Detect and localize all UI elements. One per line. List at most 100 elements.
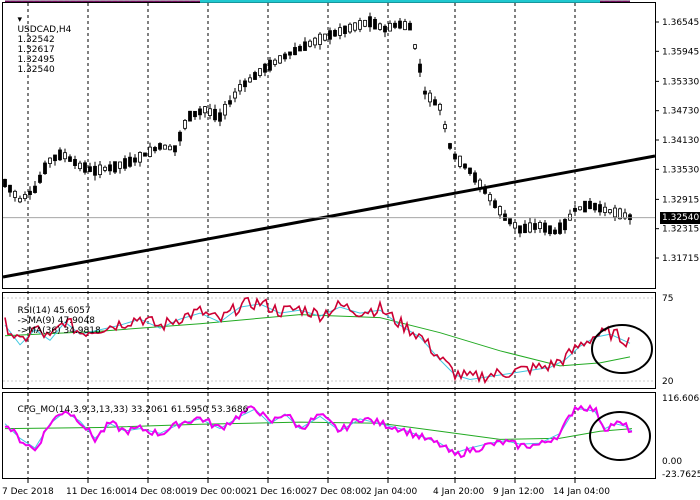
candle-body [513, 222, 517, 229]
rsi-layer [3, 296, 655, 385]
candle-body [298, 45, 302, 52]
candle-body [398, 20, 402, 29]
rsi-pane-frame [2, 292, 656, 389]
ohlc-high: 1.32617 [17, 45, 55, 55]
candle-body [128, 156, 132, 167]
candle-body [468, 167, 472, 174]
candle-body [83, 162, 87, 173]
candle-body [33, 185, 37, 193]
candle-body [28, 190, 32, 195]
candle-body [68, 156, 72, 162]
rsi-label: RSI(14) 45.6057 [17, 306, 91, 316]
candle-body [308, 40, 312, 47]
cfg-highlight-circle [589, 411, 651, 461]
candle-body [518, 225, 522, 234]
time-tick-label: 14 Dec 08:00 [126, 487, 187, 497]
time-tick-label: 14 Jan 04:00 [553, 487, 610, 497]
price-tick-label: 1.32915 [662, 195, 699, 205]
candle-body [448, 143, 452, 149]
candle-body [473, 172, 477, 183]
candle-body [3, 178, 7, 188]
price-tick-label: 1.31715 [662, 254, 699, 264]
rsi-info: RSI(14) 45.6057 ->MA(9) 47.9048 ->MA(36)… [6, 296, 101, 346]
symbol-label: USDCAD,H4 [17, 25, 72, 35]
candle-body [613, 207, 617, 218]
candle-body [608, 209, 612, 214]
candle-body [58, 149, 62, 161]
time-tick-label: 27 Dec 08:00 [306, 487, 367, 497]
rsi-ma9-line [4, 303, 631, 381]
candle-body [108, 164, 112, 172]
cfg-main-line [4, 403, 633, 459]
candle-body [563, 218, 567, 231]
price-layer [2, 0, 656, 279]
rsi-tick-label: 75 [662, 294, 673, 304]
candle-body [558, 222, 562, 234]
candle-body [158, 143, 162, 150]
ohlc-low: 1.32495 [17, 55, 55, 65]
candle-body [408, 22, 412, 31]
candle-body [598, 204, 602, 213]
candle-body [138, 152, 142, 163]
candle-body [373, 18, 377, 30]
price-tick-label: 1.35330 [662, 77, 699, 87]
candle-body [228, 100, 232, 105]
time-tick-label: 7 Dec 2018 [2, 487, 54, 497]
symbol-info: ▾ USDCAD,H4 1.32542 1.32617 1.32495 1.32… [6, 5, 71, 85]
candle-body [498, 206, 502, 216]
rsi-line [4, 296, 630, 385]
candle-body [318, 33, 322, 45]
candle-body [218, 112, 222, 122]
candle-body [623, 212, 627, 219]
candle-body [438, 103, 442, 111]
candle-body [178, 131, 182, 142]
candle-body [263, 63, 267, 73]
candle-body [573, 207, 577, 212]
candle-body [328, 30, 332, 40]
cfg-slow-line [4, 421, 633, 440]
candle-body [183, 120, 187, 129]
candle-body [343, 25, 347, 34]
cfg-info: CFG_MO(14,3,9,3,13,33) 33.2061 61.5950 5… [6, 395, 248, 425]
candle-body [458, 155, 462, 167]
candle-body [538, 222, 542, 229]
candle-body [363, 19, 367, 27]
cfg-tick-label: 116.6068 [662, 394, 700, 404]
candle-body [243, 80, 247, 88]
candle-body [123, 158, 127, 169]
candle-body [403, 21, 407, 31]
candle-body [153, 147, 157, 152]
candle-body [203, 106, 207, 114]
candle-body [118, 161, 122, 169]
candle-body [258, 68, 262, 76]
price-tick-label: 1.34130 [662, 136, 699, 146]
time-tick-label: 4 Jan 20:00 [433, 487, 485, 497]
candle-body [73, 159, 77, 166]
candle-body [273, 59, 277, 65]
candle-body [503, 213, 507, 221]
candle-body [578, 206, 582, 211]
rsi-ma36-label: ->MA(36) 34.9818 [17, 326, 101, 336]
price-tick-label: 1.36545 [662, 18, 699, 28]
candle-body [593, 202, 597, 211]
candle-body [418, 63, 422, 73]
vertical-grid [27, 3, 576, 478]
candle-body [48, 157, 52, 164]
candle-body [303, 41, 307, 51]
candle-body [553, 229, 557, 235]
candle-body [113, 161, 117, 173]
candle-body [423, 90, 427, 95]
candle-body [213, 108, 217, 121]
candle-body [413, 44, 417, 49]
candle-body [98, 164, 102, 176]
candle-body [628, 214, 632, 221]
candle-body [493, 200, 497, 208]
candle-body [333, 29, 337, 37]
candle-body [248, 77, 252, 83]
rsi-tick-label: 20 [662, 377, 674, 387]
candle-body [63, 152, 67, 160]
candle-body [568, 213, 572, 221]
candle-body [338, 27, 342, 36]
